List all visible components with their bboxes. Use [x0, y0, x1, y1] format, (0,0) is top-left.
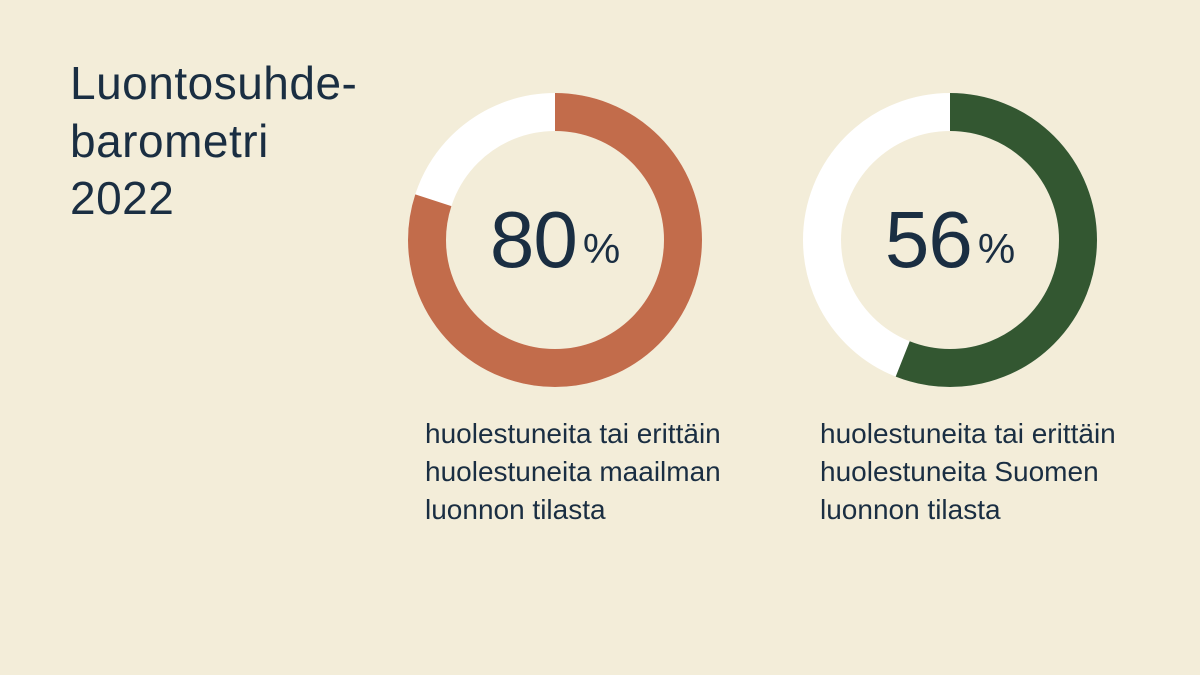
chart-caption: huolestuneita tai erittäin huolestuneita… — [820, 415, 1150, 528]
donut-chart-world: 80 % huolestuneita tai erittäin huolestu… — [405, 90, 755, 528]
title-line-3: 2022 — [70, 170, 357, 228]
donut-wrapper: 56 % — [800, 90, 1100, 390]
percent-value: 56 — [885, 194, 972, 286]
percent-sign: % — [583, 225, 620, 273]
donut-center: 56 % — [800, 90, 1100, 390]
page-title: Luontosuhde- barometri 2022 — [70, 55, 357, 228]
percent-sign: % — [978, 225, 1015, 273]
title-line-1: Luontosuhde- — [70, 55, 357, 113]
donut-chart-finland: 56 % huolestuneita tai erittäin huolestu… — [800, 90, 1150, 528]
percent-value: 80 — [490, 194, 577, 286]
donut-center: 80 % — [405, 90, 705, 390]
title-line-2: barometri — [70, 113, 357, 171]
donut-wrapper: 80 % — [405, 90, 705, 390]
chart-caption: huolestuneita tai erittäin huolestuneita… — [425, 415, 755, 528]
